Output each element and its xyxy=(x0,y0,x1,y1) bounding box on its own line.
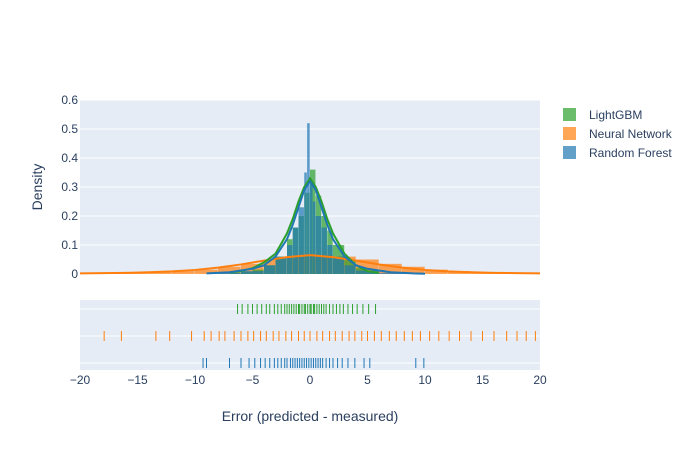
histogram-bar xyxy=(287,256,310,274)
histogram-bar xyxy=(218,266,241,274)
x-tick-label: 5 xyxy=(364,373,371,387)
legend-swatch xyxy=(563,127,576,140)
x-axis-ticks: −20 −15 −10 −5 0 5 10 15 20 xyxy=(70,373,547,387)
x-axis-title: Error (predicted - measured) xyxy=(222,408,399,424)
histogram-bars xyxy=(103,123,540,274)
histogram-bar xyxy=(402,266,425,274)
histogram-bar xyxy=(292,227,299,274)
histogram-bar xyxy=(304,172,307,274)
histogram-bar xyxy=(195,269,218,274)
y-axis-ticks: 0 0.1 0.2 0.3 0.4 0.5 0.6 xyxy=(61,93,78,281)
histogram-bar xyxy=(327,245,333,274)
y-tick-label: 0.1 xyxy=(61,238,78,252)
y-axis-title: Density xyxy=(29,164,45,211)
histogram-bar xyxy=(425,269,448,274)
x-tick-label: −5 xyxy=(246,373,260,387)
y-tick-label: 0.3 xyxy=(61,180,78,194)
x-tick-label: −15 xyxy=(127,373,148,387)
histogram-bar xyxy=(172,271,195,274)
x-tick-label: 10 xyxy=(418,373,432,387)
x-tick-label: 20 xyxy=(533,373,547,387)
histogram-bar xyxy=(304,192,310,274)
legend-label: LightGBM xyxy=(589,108,642,122)
density-curve xyxy=(229,176,380,274)
x-tick-label: −20 xyxy=(70,373,91,387)
histogram-bar xyxy=(307,123,310,274)
rug-marks xyxy=(103,304,536,368)
histogram-bar xyxy=(310,169,316,274)
histogram-bar xyxy=(356,270,379,274)
histogram-bar xyxy=(264,265,276,274)
histogram-bar xyxy=(275,256,287,274)
legend-swatch xyxy=(563,146,576,159)
histogram-bar xyxy=(321,227,327,274)
legend: LightGBM Neural Network Random Forest xyxy=(563,108,673,160)
histogram-bar xyxy=(344,265,356,274)
histogram-bar xyxy=(333,256,345,274)
histogram-bar xyxy=(310,184,313,274)
y-tick-label: 0.4 xyxy=(61,151,78,165)
histogram-bar xyxy=(218,272,241,274)
legend-swatch xyxy=(563,108,576,121)
legend-label: Random Forest xyxy=(589,146,672,160)
x-tick-label: 0 xyxy=(307,373,314,387)
histogram-bar xyxy=(379,272,402,274)
histogram-bar xyxy=(149,272,172,274)
density-curves xyxy=(79,176,541,275)
y-tick-label: 0.5 xyxy=(61,122,78,136)
histogram-bar xyxy=(310,255,333,274)
y-tick-label: 0.2 xyxy=(61,209,78,223)
histogram-bar xyxy=(287,245,293,274)
histogram-bar xyxy=(312,201,316,274)
histogram-bar xyxy=(379,263,402,274)
y-tick-label: 0.6 xyxy=(61,93,78,107)
legend-label: Neural Network xyxy=(589,127,673,141)
density-curve xyxy=(206,179,426,275)
y-tick-label: 0 xyxy=(71,267,78,281)
x-tick-label: −10 xyxy=(185,373,206,387)
density-curve xyxy=(79,254,541,275)
histogram-bar xyxy=(298,207,304,274)
histogram-bar xyxy=(241,271,264,274)
histogram-bar xyxy=(315,216,322,274)
x-tick-label: 15 xyxy=(476,373,490,387)
